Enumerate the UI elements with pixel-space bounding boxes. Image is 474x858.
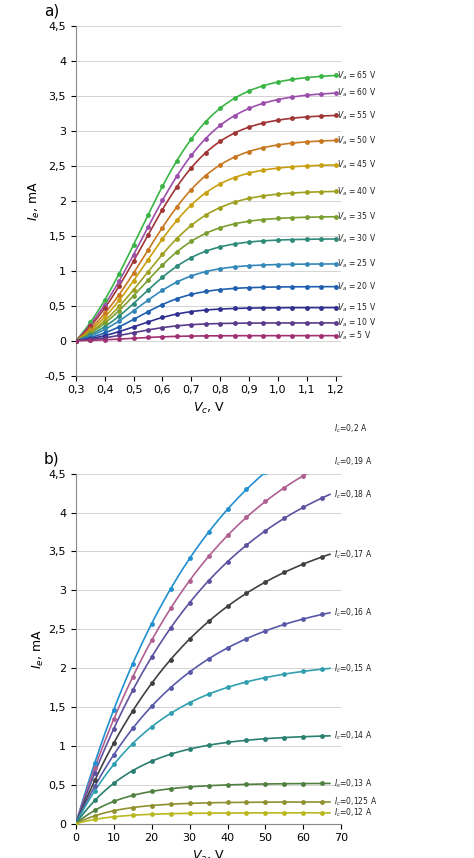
Text: $I_c$=0,19 A: $I_c$=0,19 A <box>334 456 372 468</box>
Text: $I_c$=0,16 A: $I_c$=0,16 A <box>334 607 372 619</box>
Text: $V_a$ = 20 V: $V_a$ = 20 V <box>337 281 376 293</box>
Text: $I_c$=0,17 A: $I_c$=0,17 A <box>334 548 372 560</box>
Text: $I_c$=0,13 A: $I_c$=0,13 A <box>334 777 372 789</box>
Text: $V_a$ = 55 V: $V_a$ = 55 V <box>337 109 376 122</box>
Text: $V_a$ = 5 V: $V_a$ = 5 V <box>337 329 371 341</box>
Y-axis label: $I_e$, mA: $I_e$, mA <box>27 181 42 221</box>
Text: $V_a$ = 60 V: $V_a$ = 60 V <box>337 87 376 100</box>
Text: $V_a$ = 10 V: $V_a$ = 10 V <box>337 317 376 329</box>
Text: b): b) <box>44 451 60 467</box>
X-axis label: $V_a$, V: $V_a$, V <box>192 849 225 858</box>
Y-axis label: $I_e$, mA: $I_e$, mA <box>31 629 46 668</box>
Text: $I_c$=0,125 A: $I_c$=0,125 A <box>334 795 377 808</box>
Text: $V_a$ = 30 V: $V_a$ = 30 V <box>337 233 376 245</box>
Text: $V_a$ = 50 V: $V_a$ = 50 V <box>337 134 376 147</box>
Text: a): a) <box>44 3 59 19</box>
Text: $V_a$ = 35 V: $V_a$ = 35 V <box>337 210 376 223</box>
Text: $V_a$ = 65 V: $V_a$ = 65 V <box>337 69 376 82</box>
X-axis label: $V_c$, V: $V_c$, V <box>192 401 225 416</box>
Text: $V_a$ = 15 V: $V_a$ = 15 V <box>337 301 376 314</box>
Text: $I_c$=0,14 A: $I_c$=0,14 A <box>334 729 372 742</box>
Text: $V_a$ = 40 V: $V_a$ = 40 V <box>337 185 376 197</box>
Text: $I_c$=0,2 A: $I_c$=0,2 A <box>334 422 367 435</box>
Text: $I_c$=0,12 A: $I_c$=0,12 A <box>334 807 372 819</box>
Text: $V_a$ = 25 V: $V_a$ = 25 V <box>337 257 376 270</box>
Text: $V_a$ = 45 V: $V_a$ = 45 V <box>337 159 376 171</box>
Text: $I_c$=0,18 A: $I_c$=0,18 A <box>334 488 372 501</box>
Text: $I_c$=0,15 A: $I_c$=0,15 A <box>334 662 372 674</box>
